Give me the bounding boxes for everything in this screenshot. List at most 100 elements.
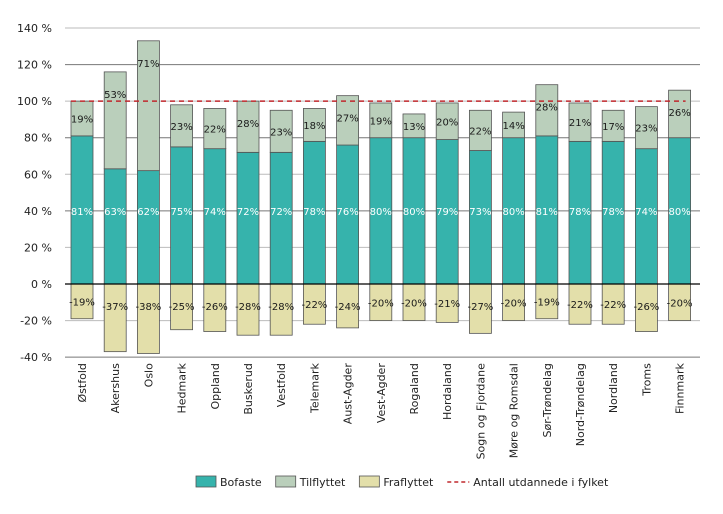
data-label: 76% <box>336 207 358 218</box>
bar-bofaste <box>269 151 293 285</box>
data-label: 23% <box>270 127 292 138</box>
data-label: -37% <box>102 302 128 313</box>
x-tick-label: Buskerud <box>242 363 255 414</box>
bar-bofaste <box>103 168 127 285</box>
data-label: -38% <box>135 302 161 313</box>
data-label: 20% <box>436 117 458 128</box>
data-label: 78% <box>303 207 325 218</box>
data-label: 13% <box>403 122 425 133</box>
data-label: -19% <box>69 297 95 308</box>
data-label: 75% <box>170 207 192 218</box>
legend-label: Fraflyttet <box>383 476 434 489</box>
data-label: 22% <box>204 125 226 136</box>
bar-tilflyttet <box>369 102 393 139</box>
data-label: -22% <box>567 300 593 311</box>
data-label: 81% <box>71 207 93 218</box>
bar-tilflyttet <box>668 89 691 139</box>
x-tick-label: Oppland <box>209 363 222 409</box>
data-label: -19% <box>534 297 560 308</box>
data-label: 73% <box>469 207 491 218</box>
bar-fraflyttet <box>136 283 160 354</box>
bar-tilflyttet <box>170 104 194 148</box>
data-label: 28% <box>237 119 259 130</box>
bar-tilflyttet <box>136 40 160 172</box>
data-label: 78% <box>602 207 624 218</box>
y-tick-label: 0 % <box>31 278 52 291</box>
data-label: 14% <box>502 121 524 132</box>
bar-bofaste <box>236 151 260 285</box>
data-label: 71% <box>137 59 159 70</box>
data-label: 80% <box>502 207 524 218</box>
data-label: 26% <box>668 108 690 119</box>
bar-bofaste <box>136 170 160 285</box>
y-tick-label: -20 % <box>20 315 52 328</box>
x-tick-label: Østfold <box>76 363 89 402</box>
data-label: 22% <box>469 126 491 137</box>
y-tick-label: -40 % <box>20 351 52 364</box>
x-tick-label: Sør-Trøndelag <box>541 363 554 437</box>
y-tick-label: 140 % <box>17 22 52 35</box>
data-label: 53% <box>104 90 126 101</box>
data-label: 62% <box>137 207 159 218</box>
data-label: 21% <box>569 118 591 129</box>
data-label: -28% <box>235 302 261 313</box>
x-tick-label: Hedmark <box>176 363 189 414</box>
data-label: -20% <box>368 298 394 309</box>
x-tick-label: Akershus <box>109 363 122 413</box>
data-label: 79% <box>436 207 458 218</box>
data-label: 72% <box>237 207 259 218</box>
x-tick-label: Vestfold <box>275 363 288 407</box>
bar-tilflyttet <box>435 102 459 140</box>
bar-tilflyttet <box>203 108 227 150</box>
bar-tilflyttet <box>535 84 559 137</box>
x-tick-label: Aust-Agder <box>342 363 355 425</box>
data-label: -26% <box>202 302 228 313</box>
data-label: 80% <box>668 207 690 218</box>
y-tick-label: 20 % <box>24 241 52 254</box>
data-label: -20% <box>401 298 427 309</box>
x-tick-label: Vest-Agder <box>375 363 388 423</box>
x-tick-label: Troms <box>640 363 653 397</box>
y-tick-label: 120 % <box>17 59 52 72</box>
bar-tilflyttet <box>502 111 526 139</box>
data-label: 19% <box>370 116 392 127</box>
data-label: 63% <box>104 207 126 218</box>
data-label: 80% <box>403 207 425 218</box>
data-label: -28% <box>268 302 294 313</box>
bar-tilflyttet <box>568 102 592 142</box>
bar-fraflyttet <box>103 283 127 353</box>
data-label: -27% <box>467 302 493 313</box>
data-label: 23% <box>170 122 192 133</box>
x-tick-label: Oslo <box>142 363 155 387</box>
x-tick-label: Hordaland <box>441 363 454 420</box>
data-label: 80% <box>370 207 392 218</box>
x-tick-label: Sogn og Fjordane <box>474 363 487 460</box>
data-label: -20% <box>501 298 527 309</box>
legend-swatch-bofaste <box>195 475 217 488</box>
data-label: 74% <box>204 207 226 218</box>
data-label: 78% <box>569 207 591 218</box>
x-tick-label: Telemark <box>308 363 321 414</box>
bar-tilflyttet <box>236 100 260 153</box>
data-label: -21% <box>434 299 460 310</box>
data-label: 18% <box>303 121 325 132</box>
y-tick-label: 80 % <box>24 132 52 145</box>
legend-swatch-fraflyttet <box>358 475 380 488</box>
legend-label: Tilflyttet <box>299 476 346 489</box>
data-label: 17% <box>602 122 624 133</box>
data-label: -22% <box>600 300 626 311</box>
bar-tilflyttet <box>635 106 658 150</box>
legend-swatch-tilflyttet <box>275 475 297 488</box>
data-label: -26% <box>633 302 659 313</box>
bar-tilflyttet <box>601 109 625 142</box>
y-tick-label: 60 % <box>24 168 52 181</box>
data-label: 19% <box>71 115 93 126</box>
bar-tilflyttet <box>402 113 426 139</box>
x-tick-label: Rogaland <box>408 363 421 414</box>
x-tick-label: Møre og Romsdal <box>508 363 521 458</box>
legend-label: Antall utdannede i fylket <box>473 476 609 489</box>
bar-tilflyttet <box>302 108 326 142</box>
data-label: 27% <box>336 114 358 125</box>
